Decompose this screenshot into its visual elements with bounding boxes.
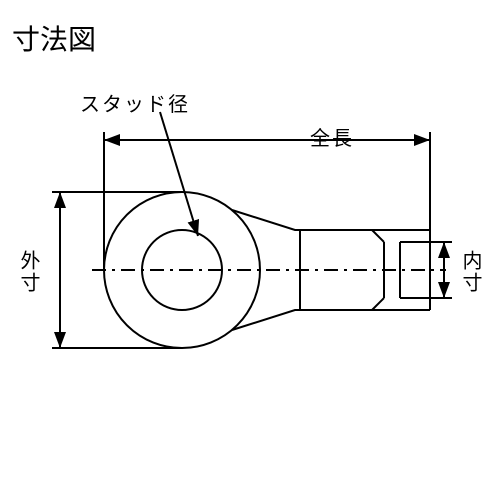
terminal-drawing <box>0 0 500 500</box>
crimp-bot <box>372 298 384 310</box>
crimp-top <box>372 230 384 242</box>
leader-stud-dia <box>160 112 198 236</box>
body-top-contour <box>232 210 430 230</box>
body-bottom-contour <box>232 310 430 330</box>
dimension-diagram: { "title": { "text": "寸法図", "x": 12, "y"… <box>0 0 500 500</box>
